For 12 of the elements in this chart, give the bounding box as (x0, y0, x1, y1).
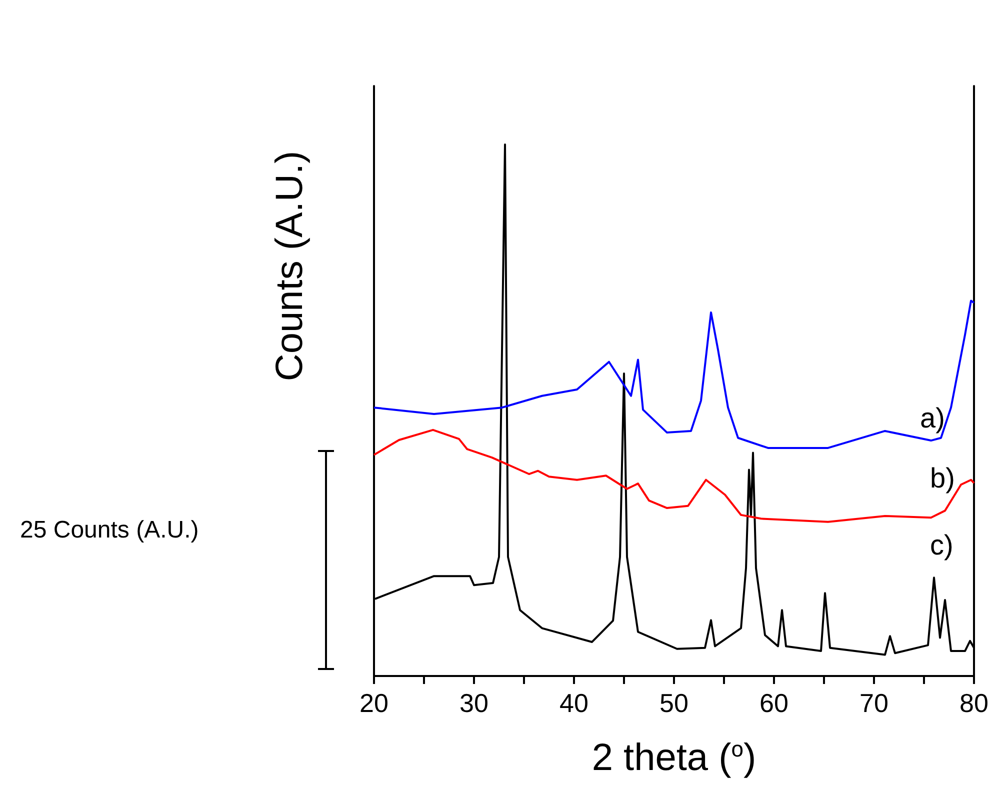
text: 25 Counts (A.U.) (20, 516, 199, 544)
x-tick-label: 80 (960, 688, 988, 718)
x-tick-label: 70 (860, 688, 888, 718)
y-axis-title: Counts (A.U.) (269, 150, 311, 382)
series-label: b) (930, 462, 955, 494)
x-tick-label: 40 (560, 688, 588, 718)
x-tick-label: 50 (660, 688, 688, 718)
x-tick-label: 30 (460, 688, 488, 718)
series-label: a) (920, 402, 945, 434)
x-tick-label: 20 (360, 688, 388, 718)
series-label: c) (930, 529, 954, 560)
x-tick-label: 60 (760, 688, 788, 718)
